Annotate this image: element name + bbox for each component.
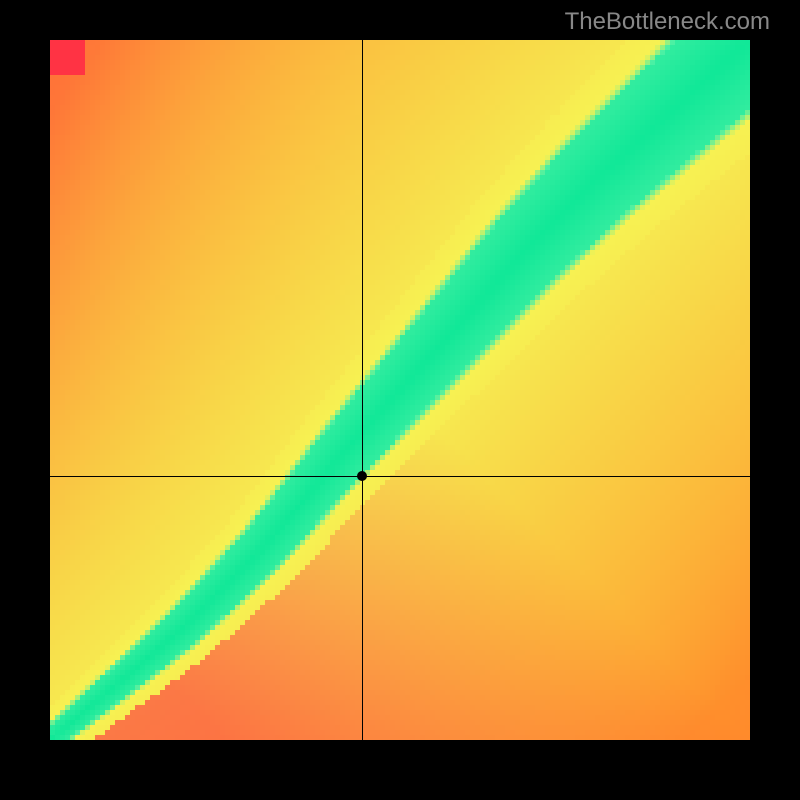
- heatmap-canvas: [50, 40, 750, 740]
- crosshair-marker: [357, 471, 367, 481]
- crosshair-vertical: [362, 40, 363, 740]
- watermark-text: TheBottleneck.com: [565, 8, 770, 36]
- bottleneck-heatmap: [50, 40, 750, 740]
- crosshair-horizontal: [50, 476, 750, 477]
